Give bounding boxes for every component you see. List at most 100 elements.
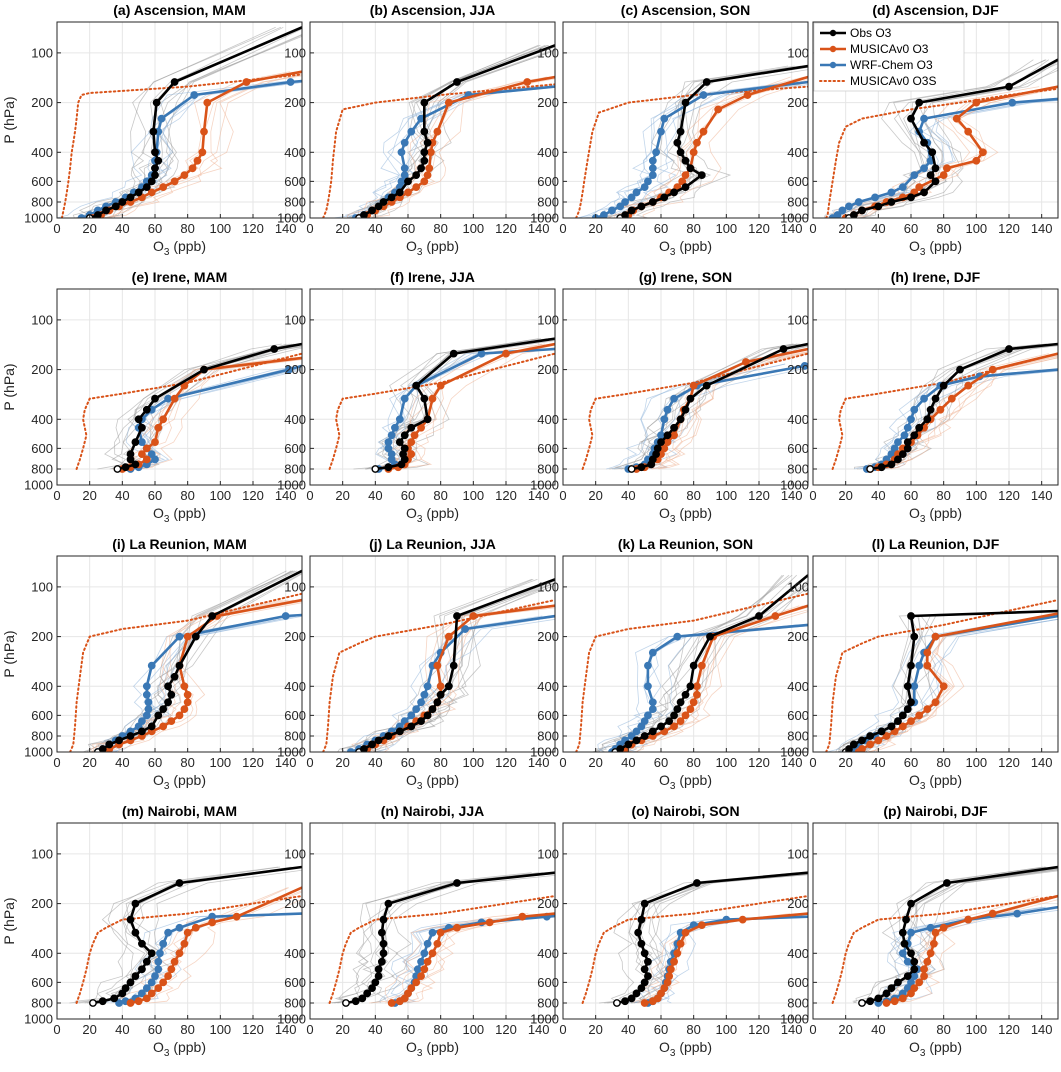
legend-marker [829, 61, 837, 69]
data-point-obs [436, 690, 445, 699]
y-tick-label: 600 [537, 975, 559, 990]
data-point-obs [858, 736, 866, 745]
x-tick-label: 100 [462, 755, 484, 770]
data-point-wrf [417, 698, 425, 707]
data-point-musica [939, 923, 948, 932]
data-point-wrf [142, 690, 151, 699]
data-point-wrf [155, 949, 164, 958]
x-tick-label: 20 [838, 488, 852, 503]
data-point-obs [113, 465, 122, 473]
data-point-musica [686, 705, 695, 714]
individual-profile-obs [635, 69, 808, 218]
individual-profile-musica [104, 75, 302, 218]
data-point-musica [676, 717, 685, 726]
x-tick-label: 40 [115, 1022, 129, 1037]
plot-area [310, 289, 555, 485]
data-point-wrf [890, 444, 899, 453]
data-point-obs [377, 928, 386, 937]
data-point-obs [898, 450, 907, 459]
series-musica [857, 612, 1058, 752]
data-point-obs [926, 405, 935, 414]
data-point-wrf [900, 431, 909, 440]
data-point-musica [743, 91, 752, 99]
x-tick-label: 140 [1031, 488, 1053, 503]
individual-profile-musica [890, 357, 1058, 470]
individual-profile-wrf [606, 84, 808, 218]
panel-title: (c) Ascension, SON [621, 2, 750, 18]
data-point-obs [126, 915, 135, 924]
data-point-wrf [627, 193, 636, 202]
data-point-obs [670, 188, 678, 197]
data-point-obs [903, 444, 912, 453]
data-point-obs [175, 661, 184, 670]
data-point-obs [395, 188, 404, 197]
x-tick-label: 120 [242, 755, 264, 770]
plot-content [823, 58, 1058, 218]
x-tick-label: 120 [495, 755, 517, 770]
data-point-obs [621, 211, 629, 218]
x-tick-label: 100 [462, 221, 484, 236]
data-point-wrf [387, 450, 396, 459]
data-point-wrf [907, 928, 915, 937]
data-point-obs [866, 465, 875, 473]
x-tick-label: 60 [401, 755, 415, 770]
data-point-musica [907, 717, 915, 726]
data-point-obs [640, 978, 649, 987]
data-point-wrf [833, 211, 842, 218]
x-tick-label: 80 [686, 488, 700, 503]
x-tick-label: 140 [275, 221, 297, 236]
data-point-musica [978, 148, 987, 157]
individual-profile-musica [108, 74, 302, 218]
data-point-obs [956, 365, 964, 374]
data-point-musica [433, 939, 442, 948]
x-axis-label: O3 (ppb) [909, 772, 962, 792]
y-tick-label: 100 [31, 846, 53, 861]
y-tick-label: 100 [787, 45, 809, 60]
plot-content [69, 865, 302, 1007]
data-point-wrf [397, 177, 406, 186]
data-point-musica [939, 171, 948, 180]
x-tick-label: 60 [401, 221, 415, 236]
data-point-musica [676, 939, 685, 948]
data-point-obs [660, 193, 669, 202]
x-tick-label: 0 [809, 488, 816, 503]
data-point-obs [686, 164, 695, 173]
data-point-musica [915, 711, 924, 720]
y-tick-label: 1000 [277, 478, 306, 493]
panel-p: 0 20 40 60 80 100 120 140 100 200 400 600 800 1000 (p)… [780, 803, 1059, 1059]
data-point-musica [972, 98, 981, 107]
data-point-obs [98, 997, 107, 1006]
series-musica-o3s [60, 73, 302, 218]
data-point-obs [154, 711, 163, 720]
data-point-obs [681, 690, 690, 699]
data-point-musica [170, 394, 179, 403]
x-tick-label: 120 [748, 1022, 770, 1037]
x-tick-label: 140 [528, 221, 550, 236]
x-tick-label: 120 [495, 1022, 517, 1037]
data-point-obs [368, 740, 376, 749]
x-tick-label: 20 [588, 488, 602, 503]
panel-title: (l) La Reunion, DJF [872, 536, 1000, 552]
data-point-obs [428, 705, 437, 714]
series-musica-o3s [69, 592, 302, 752]
data-point-obs [164, 698, 172, 707]
data-point-obs [164, 682, 172, 691]
y-tick-label: 100 [537, 846, 559, 861]
data-point-obs [384, 899, 393, 908]
series-musica [886, 894, 1058, 1005]
data-point-obs [702, 381, 711, 390]
data-point-obs [849, 740, 858, 749]
y-tick-label: 800 [537, 728, 559, 743]
y-tick-label: 800 [537, 995, 559, 1010]
data-point-obs [632, 736, 641, 745]
y-tick-label: 400 [284, 946, 306, 961]
data-point-musica [433, 661, 442, 670]
data-point-musica [203, 98, 212, 107]
data-point-obs [903, 972, 912, 981]
data-point-obs [374, 736, 383, 745]
data-point-wrf [673, 632, 682, 641]
data-point-wrf [384, 438, 393, 447]
data-point-obs [1005, 82, 1013, 91]
data-point-musica [923, 661, 932, 670]
data-point-obs [115, 736, 123, 745]
